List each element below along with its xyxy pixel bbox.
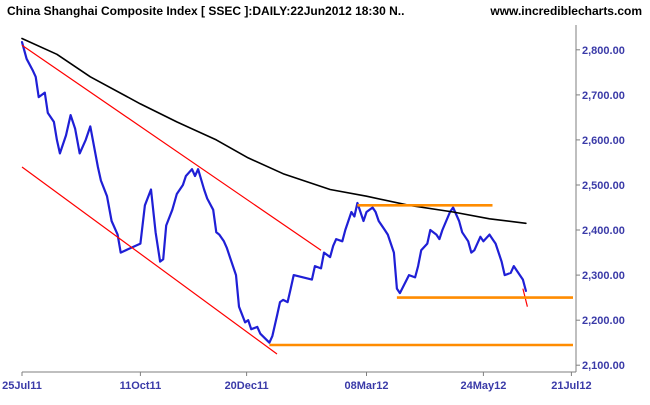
x-tick-label: 20Dec11	[225, 380, 269, 392]
site-url[interactable]: www.incrediblecharts.com	[490, 4, 642, 18]
y-tick-label: 2,700.00	[582, 90, 625, 102]
x-tick-label: 25Jul11	[2, 380, 42, 392]
y-tick-label: 2,200.00	[582, 315, 625, 327]
y-tick-label: 2,600.00	[582, 135, 625, 147]
y-tick-label: 2,400.00	[582, 225, 625, 237]
y-tick-label: 2,100.00	[582, 360, 625, 372]
chart-title: China Shanghai Composite Index [ SSEC ]:…	[7, 4, 405, 18]
annotation-layer	[21, 44, 573, 355]
x-axis: 25Jul11 11Oct11 20Dec11 08Mar12 24May12 21Jul…	[2, 372, 592, 392]
x-tick-label: 08Mar12	[344, 380, 388, 392]
y-tick-label: 2,800.00	[582, 45, 625, 57]
plot-area	[22, 25, 576, 372]
moving-average-line	[21, 37, 527, 225]
x-tick-label: 21Jul12	[551, 380, 591, 392]
y-tick-label: 2,500.00	[582, 180, 625, 192]
x-tick-label: 11Oct11	[120, 380, 162, 392]
trend-line-upper-channel	[21, 44, 322, 251]
y-tick-label: 2,300.00	[582, 270, 625, 282]
chart-header: China Shanghai Composite Index [ SSEC ]:…	[0, 0, 650, 24]
series-layer	[20, 37, 528, 344]
trend-line-lower-channel	[21, 166, 278, 355]
x-tick-label: 24May12	[460, 380, 506, 392]
y-axis: 2,100.00 2,200.00 2,300.00 2,400.00 2,500.00…	[576, 45, 625, 372]
